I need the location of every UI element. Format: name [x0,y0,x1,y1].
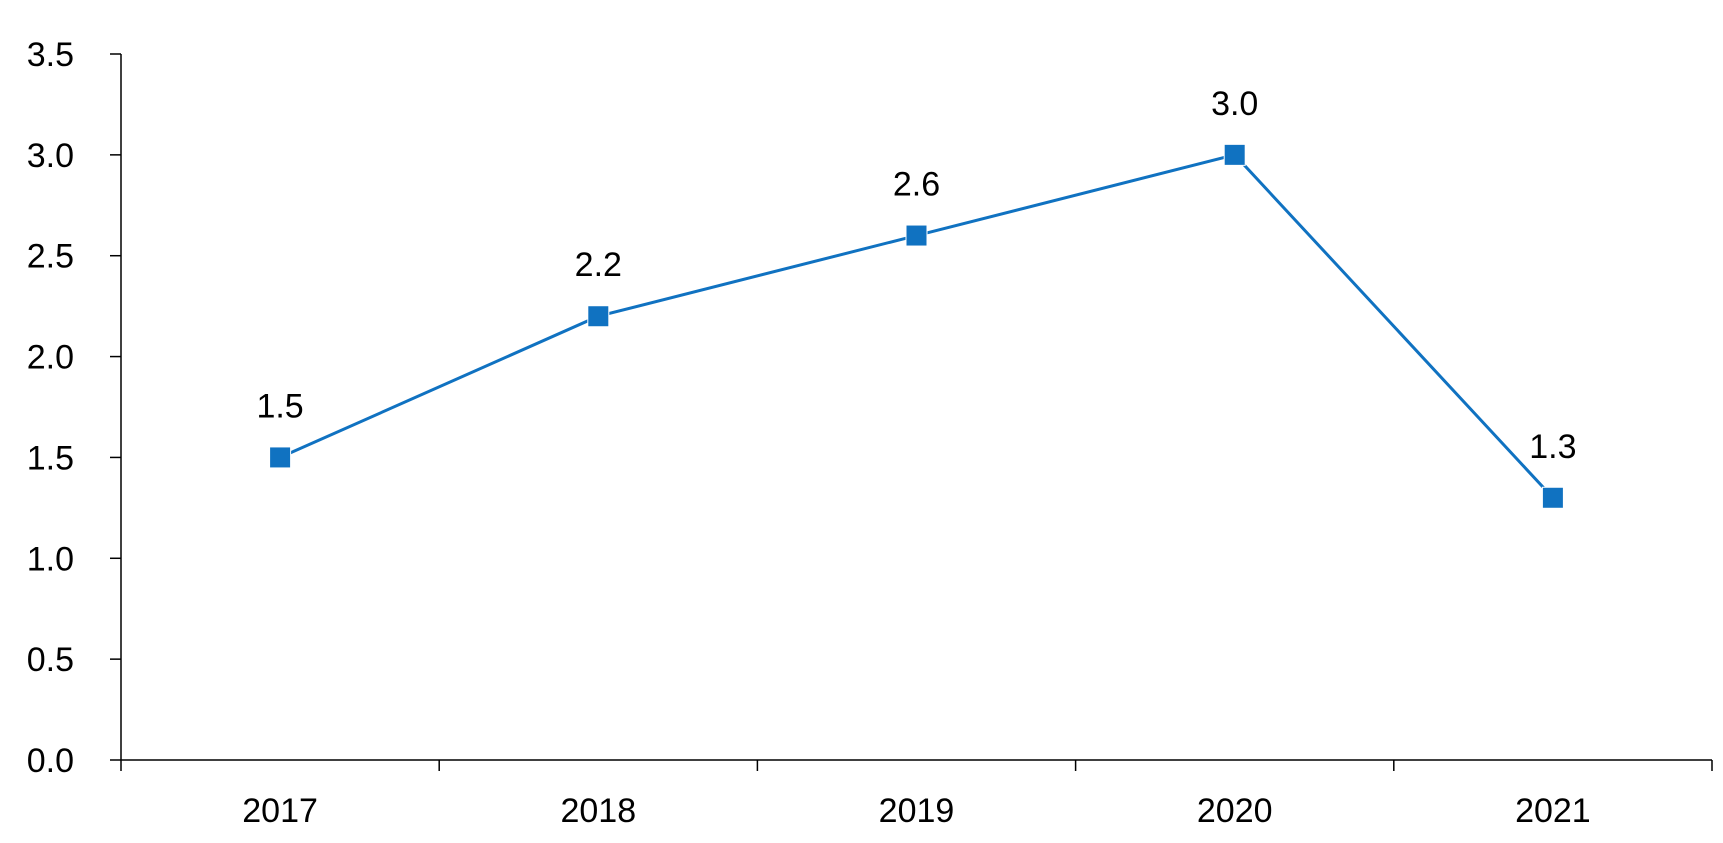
data-point-marker [905,224,928,247]
y-tick-label: 3.0 [27,137,74,175]
y-tick-label: 0.0 [27,742,74,780]
series-line [279,153,1554,499]
y-tick-label: 2.0 [27,339,74,377]
data-label: 1.5 [256,387,303,425]
y-tick-label: 0.5 [27,641,74,679]
series: 1.5 2.2 2.6 3.0 1.3 [256,85,1577,509]
y-tick-label: 1.0 [27,540,74,578]
y-axis: 0.0 0.5 1.0 1.5 2.0 2.5 3.0 3.5 [27,36,122,780]
data-label: 3.0 [1211,85,1258,123]
y-tick-label: 1.5 [27,439,74,477]
x-tick-label: 2020 [1197,792,1273,830]
data-label: 2.6 [893,166,940,204]
x-tick-label: 2018 [560,792,636,830]
data-point-marker [587,305,610,328]
data-label: 2.2 [575,246,622,284]
data-point-marker [1223,143,1246,166]
y-tick-label: 3.5 [27,36,74,74]
x-tick-label: 2021 [1515,792,1591,830]
y-tick-label: 2.5 [27,238,74,276]
x-tick-label: 2017 [242,792,318,830]
data-label: 1.3 [1529,428,1576,466]
x-tick-label: 2019 [879,792,955,830]
x-axis: 2017 2018 2019 2020 2021 [120,759,1713,830]
data-point-marker [1541,486,1564,509]
data-point-marker [269,446,292,469]
